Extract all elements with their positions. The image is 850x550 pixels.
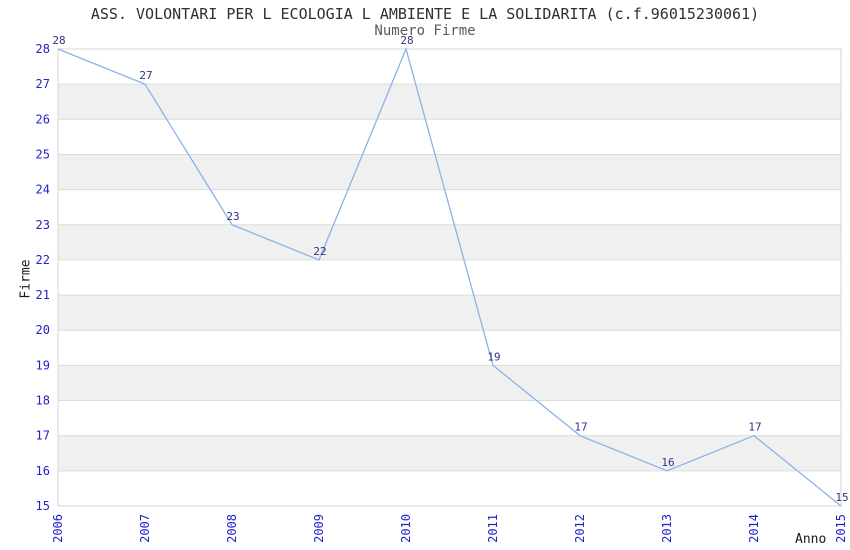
data-line [57, 46, 842, 507]
x-tick-label: 2006 [51, 514, 65, 543]
x-tick-label: 2015 [834, 514, 848, 543]
chart-subtitle: Numero Firme [374, 23, 476, 39]
point-label: 17 [748, 421, 761, 434]
plot-border [57, 48, 842, 507]
x-tick-label: 2007 [138, 514, 152, 543]
x-tick-label: 2008 [225, 514, 239, 543]
point-label: 15 [835, 491, 848, 504]
y-tick-label: 24 [36, 183, 50, 197]
y-tick-label: 22 [36, 253, 50, 267]
x-tick-label: 2014 [747, 514, 761, 543]
x-tick-label: 2011 [486, 514, 500, 543]
y-tick-label: 15 [36, 499, 50, 513]
x-tick-label: 2013 [660, 514, 674, 543]
background-band [58, 84, 841, 120]
background-band [58, 224, 841, 260]
background-band [58, 435, 841, 471]
background-band [58, 295, 841, 331]
y-tick-label: 23 [36, 218, 50, 232]
y-tick-label: 16 [36, 464, 50, 478]
point-label: 16 [661, 456, 674, 469]
y-tick-label: 28 [36, 42, 50, 56]
x-tick-label: 2010 [399, 514, 413, 543]
background-band [58, 154, 841, 190]
point-label: 28 [400, 34, 413, 47]
chart-title: ASS. VOLONTARI PER L ECOLOGIA L AMBIENTE… [90, 5, 760, 23]
y-tick-label: 25 [36, 147, 50, 161]
plot-area-background [58, 49, 841, 506]
point-label: 28 [52, 34, 65, 47]
point-label: 27 [139, 69, 152, 82]
background-band [58, 365, 841, 401]
x-tick-label: 2009 [312, 514, 326, 543]
point-label: 22 [313, 245, 326, 258]
y-tick-label: 19 [36, 358, 50, 372]
x-tick-label: 2012 [573, 514, 587, 543]
y-tick-label: 17 [36, 429, 50, 443]
y-tick-label: 21 [36, 288, 50, 302]
x-axis-title: Anno [795, 532, 827, 547]
point-label: 23 [226, 210, 239, 223]
point-label: 17 [574, 421, 587, 434]
y-tick-label: 27 [36, 77, 50, 91]
y-tick-label: 18 [36, 394, 50, 408]
y-tick-label: 26 [36, 112, 50, 126]
y-tick-label: 20 [36, 323, 50, 337]
point-label: 19 [487, 350, 500, 363]
